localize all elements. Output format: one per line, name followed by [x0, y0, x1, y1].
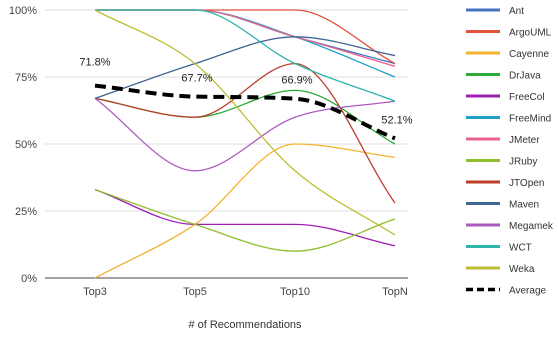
legend-label: FreeMind	[509, 114, 551, 125]
legend-label: DrJava	[509, 71, 541, 82]
y-tick-label: 50%	[15, 139, 37, 151]
x-tick-label: Top3	[83, 286, 107, 298]
legend-label: Weka	[509, 264, 535, 275]
grid-lines	[45, 9, 408, 279]
series-line-freecol	[94, 188, 396, 247]
series-line-maven	[94, 36, 396, 100]
x-tick-label: Top5	[183, 286, 207, 298]
average-annotations: 71.8% 67.7% 66.9% 52.1%	[79, 57, 412, 127]
average-value-label: 71.8%	[79, 57, 110, 69]
x-tick-label: Top10	[280, 286, 310, 298]
x-axis-title: # of Recommendations	[188, 319, 302, 331]
y-axis-tick-labels: 0% 25% 50% 75% 100%	[9, 5, 37, 285]
legend-label: JTOpen	[509, 178, 544, 189]
legend-label: Cayenne	[509, 49, 549, 60]
series-line-megamek	[94, 97, 396, 172]
legend-label: Ant	[509, 6, 524, 17]
average-value-label: 67.7%	[181, 73, 212, 85]
series-line-ant	[94, 9, 396, 65]
series-lines	[94, 9, 396, 279]
legend-label: JMeter	[509, 135, 540, 146]
average-value-label: 52.1%	[381, 114, 412, 126]
series-line-cayenne	[94, 143, 396, 279]
legend-label: FreeCol	[509, 92, 545, 103]
legend-label: JRuby	[509, 157, 537, 168]
legend: Ant ArgoUML Cayenne DrJava FreeCol FreeMind JM…	[466, 6, 554, 297]
average-value-label: 66.9%	[281, 75, 312, 87]
series-line-wct	[94, 9, 396, 102]
series-line-jruby	[94, 188, 396, 252]
legend-label: ArgoUML	[509, 28, 552, 39]
x-tick-label: TopN	[382, 286, 408, 298]
y-tick-label: 100%	[9, 5, 37, 17]
x-axis-tick-labels: Top3 Top5 Top10 TopN	[83, 286, 408, 298]
legend-label: Maven	[509, 200, 539, 211]
y-tick-label: 25%	[15, 206, 37, 218]
series-line-weka	[94, 9, 396, 236]
legend-label: WCT	[509, 243, 532, 254]
y-tick-label: 0%	[21, 273, 37, 285]
series-line-average	[94, 83, 396, 141]
series-line-argouml	[94, 9, 396, 65]
legend-label: Average	[509, 286, 547, 297]
series-line-jtopen	[94, 62, 396, 204]
y-tick-label: 75%	[15, 72, 37, 84]
legend-label: Megamek	[509, 221, 554, 232]
